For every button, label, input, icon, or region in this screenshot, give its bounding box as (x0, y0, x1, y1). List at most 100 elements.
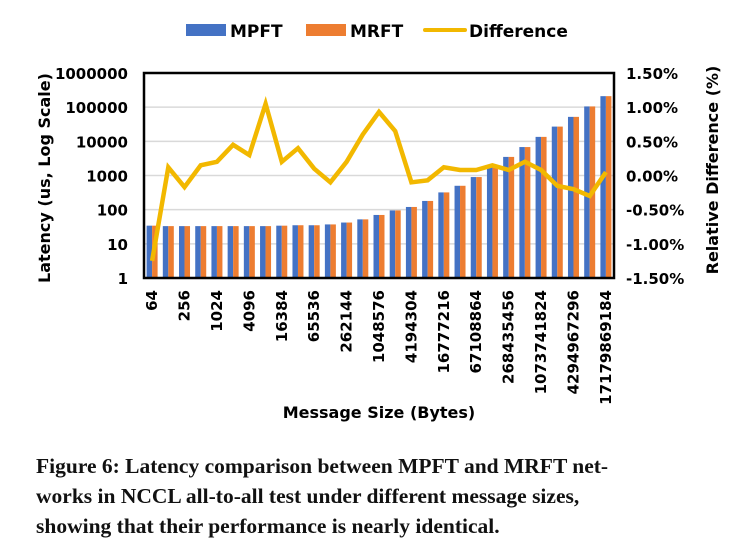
bar-mpft (308, 225, 315, 278)
legend-label-mpft: MPFT (230, 22, 283, 42)
x-axis-title: Message Size (Bytes) (283, 403, 476, 422)
bar-mpft (584, 106, 590, 279)
bar-mrft (200, 226, 207, 278)
bar-mpft (227, 226, 234, 278)
bar-mpft (438, 192, 444, 278)
bar-mrft (411, 206, 417, 278)
bar-mpft (341, 222, 347, 278)
bar-mpft (454, 185, 461, 278)
x-tick-label: 67108864 (467, 290, 485, 374)
y-axis-title: Latency (us, Log Scale) (35, 73, 54, 283)
x-tick-label: 16777216 (435, 290, 453, 374)
x-tick-label: 1024 (208, 290, 226, 332)
legend: MPFT MRFT Difference (186, 22, 568, 42)
bar-mrft (557, 126, 563, 279)
y2-tick-label: -0.50% (626, 202, 684, 220)
difference-line-layer (149, 95, 608, 262)
y2-tick-label: -1.00% (626, 236, 684, 254)
y-tick-label: 1 (118, 270, 128, 288)
bar-mpft (486, 166, 493, 278)
bar-mpft (276, 225, 282, 278)
bar-mrft (249, 226, 255, 278)
caption-line: works in NCCL all-to-all test under diff… (36, 484, 580, 508)
bar-mrft (605, 96, 612, 279)
y2-axis-ticks: -1.50% -1.00% -0.50% 0.00% 0.50% 1.00% 1.50% (626, 65, 684, 288)
bar-mpft (179, 226, 185, 278)
x-tick-label: 1048576 (370, 290, 388, 363)
bar-mrft (427, 200, 434, 278)
bar-mpft (162, 226, 169, 278)
bar-mrft (281, 225, 288, 278)
legend-label-mrft: MRFT (350, 22, 404, 42)
x-tick-label: 268435456 (500, 290, 518, 384)
x-axis-ticks: 64 256 1024 4096 16384 65536 262144 1048576 4194… (143, 290, 615, 405)
x-tick-label: 256 (176, 290, 194, 321)
bar-mpft (551, 126, 558, 279)
x-tick-label: 64 (143, 290, 161, 311)
bar-mpft (357, 219, 363, 278)
bar-mrft (524, 147, 531, 278)
bar-mrft (265, 226, 272, 278)
plot-frame (142, 71, 616, 280)
legend-swatch-mrft (306, 24, 346, 36)
y2-tick-label: 1.50% (626, 65, 678, 83)
bar-mpft (389, 210, 396, 278)
caption-line: Figure 6: Latency comparison between MPF… (36, 454, 609, 478)
x-tick-label: 16384 (273, 290, 291, 342)
x-tick-label: 4096 (240, 290, 258, 332)
bar-mpft (260, 226, 266, 278)
bar-mrft (233, 226, 239, 278)
bar-mpft (373, 214, 379, 278)
bar-mpft (600, 96, 606, 279)
bar-mrft (314, 225, 320, 278)
y-tick-label: 1000 (86, 168, 128, 186)
chart: MPFT MRFT Difference 1 10 100 1000 10000 1000… (35, 22, 722, 422)
bar-mpft (292, 225, 298, 278)
bar-mrft (297, 225, 304, 278)
x-tick-label: 65536 (305, 290, 323, 342)
figure-caption: Figure 6: Latency comparison between MPF… (36, 451, 726, 541)
bar-mrft (216, 226, 223, 278)
bar-mpft (519, 147, 525, 278)
bar-mrft (184, 226, 191, 278)
y-tick-label: 10 (107, 236, 128, 254)
bar-mrft (573, 116, 579, 278)
bar-mpft (211, 226, 217, 278)
bar-mrft (492, 166, 498, 278)
legend-label-difference: Difference (469, 22, 568, 42)
y-tick-label: 1000000 (55, 65, 128, 83)
bar-mpft (567, 116, 574, 278)
bar-mrft (346, 222, 353, 278)
bar-mrft (330, 224, 336, 278)
bars (146, 96, 612, 279)
difference-line (149, 95, 608, 262)
bar-mrft (379, 214, 385, 278)
x-tick-label: 4294967296 (564, 290, 582, 394)
bar-mrft (168, 226, 174, 278)
bar-mrft (395, 210, 401, 278)
caption-line: showing that their performance is nearly… (36, 514, 500, 538)
bar-mpft (503, 156, 509, 278)
bar-mpft (324, 224, 331, 278)
legend-swatch-mpft (186, 24, 226, 36)
bar-mpft (195, 226, 201, 278)
x-tick-label: 1073741824 (532, 290, 550, 394)
y2-tick-label: -1.50% (626, 270, 684, 288)
bar-mrft (541, 136, 547, 278)
x-tick-label: 4194304 (402, 290, 420, 363)
bar-mpft (470, 177, 477, 278)
y-tick-label: 10000 (76, 133, 128, 151)
y2-tick-label: 1.00% (626, 99, 678, 117)
bar-mpft (535, 136, 542, 278)
bar-mrft (460, 185, 466, 278)
y2-axis-title: Relative Difference (%) (703, 66, 722, 275)
bar-mpft (243, 226, 250, 278)
bar-mpft (405, 206, 412, 278)
bar-mrft (443, 192, 450, 278)
y2-tick-label: 0.00% (626, 168, 678, 186)
y-axis-ticks: 1 10 100 1000 10000 100000 1000000 (55, 65, 128, 288)
y-tick-label: 100 (97, 202, 128, 220)
bar-mrft (476, 177, 482, 278)
x-tick-label: 262144 (338, 290, 356, 353)
